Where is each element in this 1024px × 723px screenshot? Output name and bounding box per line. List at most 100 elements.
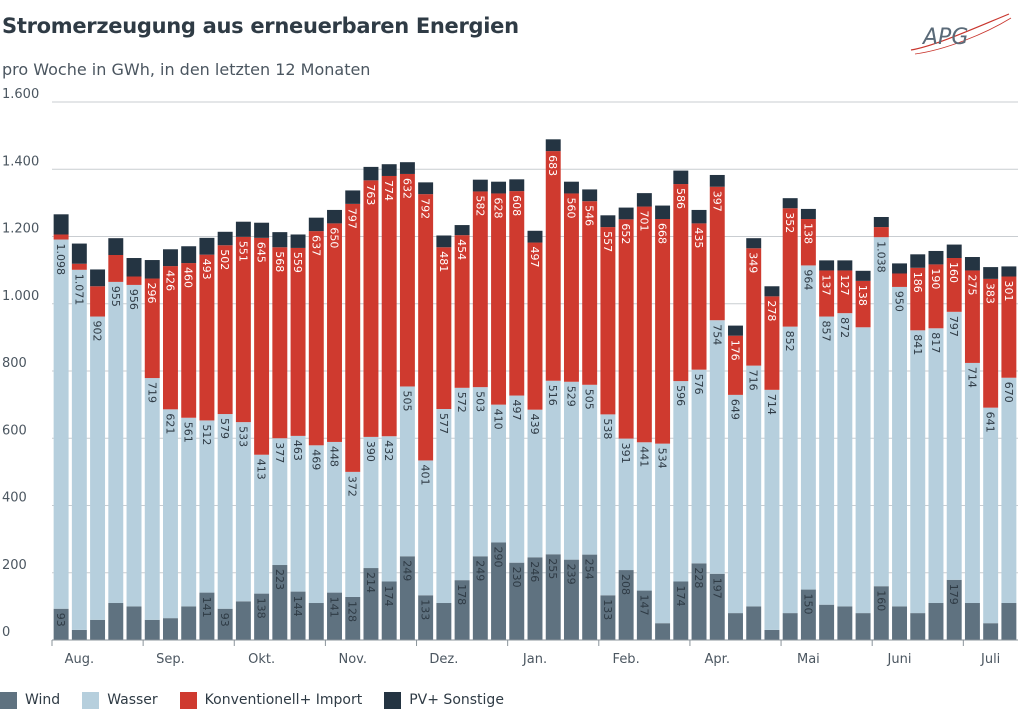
bar-segment-pv-sonstige bbox=[418, 182, 434, 195]
bar-segment-pv-sonstige bbox=[527, 230, 543, 243]
bar-segment-konventionell-import bbox=[199, 254, 215, 421]
bar-segment-wasser bbox=[728, 394, 743, 614]
bar-data-label: 93 bbox=[54, 613, 67, 627]
bar-data-label: 278 bbox=[765, 300, 778, 321]
x-tick-label: Juli bbox=[980, 652, 1000, 667]
legend-swatch-konventionell bbox=[179, 691, 197, 709]
bar-segment-wasser bbox=[563, 381, 579, 560]
bar-segment-pv-sonstige bbox=[764, 286, 780, 297]
bar-segment-wind bbox=[71, 629, 87, 640]
bar-segment-konventionell-import bbox=[53, 234, 69, 240]
bar-segment-konventionell-import bbox=[509, 191, 525, 396]
bar-segment-konventionell-import bbox=[327, 223, 342, 442]
legend-item-konventionell: Konventionell+ Import bbox=[179, 691, 362, 709]
bar-segment-wind bbox=[199, 592, 215, 640]
bar-segment-konventionell-import bbox=[162, 266, 178, 410]
bar-data-label: 296 bbox=[145, 283, 158, 304]
chart-subtitle: pro Woche in GWh, in den letzten 12 Mona… bbox=[2, 60, 371, 79]
bar-segment-pv-sonstige bbox=[910, 254, 926, 268]
bar-data-label: 497 bbox=[510, 400, 523, 421]
bar-segment-wind bbox=[563, 559, 579, 640]
bar-segment-wasser bbox=[436, 408, 452, 604]
bar-segment-konventionell-import bbox=[363, 180, 379, 437]
bar-segment-wind bbox=[491, 542, 507, 640]
bar-data-label: 572 bbox=[455, 392, 468, 413]
bar-data-label: 568 bbox=[273, 251, 286, 272]
bar-data-label: 763 bbox=[364, 184, 377, 205]
bar-segment-wind bbox=[399, 556, 415, 640]
bar-segment-pv-sonstige bbox=[673, 170, 689, 185]
bar-segment-konventionell-import bbox=[399, 173, 415, 387]
bar-data-label: 383 bbox=[984, 283, 997, 304]
bar-segment-wind bbox=[290, 591, 306, 640]
y-tick-label: 1.600 bbox=[2, 87, 39, 102]
bar-data-label: 608 bbox=[510, 195, 523, 216]
bar-segment-konventionell-import bbox=[728, 335, 743, 395]
bar-data-label: 668 bbox=[656, 223, 669, 244]
bar-segment-pv-sonstige bbox=[709, 174, 725, 187]
bar-segment-pv-sonstige bbox=[345, 190, 361, 204]
bar-data-label: 1.038 bbox=[874, 241, 887, 272]
bar-data-label: 797 bbox=[947, 316, 960, 337]
bar-data-label: 645 bbox=[255, 242, 268, 263]
x-tick-label: Jan. bbox=[522, 652, 547, 667]
bar-data-label: 872 bbox=[838, 317, 851, 338]
bar-segment-pv-sonstige bbox=[837, 260, 853, 271]
x-tick-label: Sep. bbox=[156, 652, 185, 667]
bar-segment-pv-sonstige bbox=[108, 238, 124, 255]
bar-segment-konventionell-import bbox=[491, 193, 507, 405]
bar-segment-wasser bbox=[782, 326, 798, 614]
bar-segment-konventionell-import bbox=[983, 278, 999, 408]
bar-data-label: 290 bbox=[492, 546, 505, 567]
bar-segment-pv-sonstige bbox=[53, 214, 69, 235]
bar-data-label: 93 bbox=[218, 613, 231, 627]
bar-segment-pv-sonstige bbox=[454, 225, 470, 236]
bar-data-label: 301 bbox=[1002, 281, 1015, 302]
bar-segment-konventionell-import bbox=[71, 263, 87, 270]
bar-segment-konventionell-import bbox=[764, 296, 780, 390]
bar-segment-wind bbox=[746, 606, 762, 640]
bar-data-label: 391 bbox=[619, 443, 632, 464]
bar-segment-wind bbox=[436, 603, 452, 640]
bar-data-label: 628 bbox=[492, 197, 505, 218]
bar-data-label: 150 bbox=[801, 594, 814, 615]
bar-segment-konventionell-import bbox=[527, 242, 543, 410]
bar-segment-pv-sonstige bbox=[928, 250, 944, 265]
bar-segment-konventionell-import bbox=[928, 264, 944, 329]
bar-data-label: 128 bbox=[346, 601, 359, 622]
bar-data-label: 559 bbox=[291, 252, 304, 273]
bar-data-label: 714 bbox=[965, 367, 978, 388]
bar-segment-wasser bbox=[892, 286, 908, 607]
bar-segment-wind bbox=[345, 596, 361, 640]
bar-data-label: 538 bbox=[601, 418, 614, 439]
x-tick-label: Apr. bbox=[705, 652, 730, 667]
bar-data-label: 228 bbox=[692, 567, 705, 588]
bar-data-label: 503 bbox=[473, 391, 486, 412]
bar-segment-wasser bbox=[399, 386, 415, 557]
bar-data-label: 632 bbox=[400, 178, 413, 199]
bar-segment-konventionell-import bbox=[800, 219, 816, 266]
bar-segment-konventionell-import bbox=[910, 267, 926, 331]
legend-swatch-pv bbox=[384, 691, 402, 709]
bar-segment-pv-sonstige bbox=[126, 258, 142, 277]
bar-segment-konventionell-import bbox=[217, 245, 233, 415]
bar-data-label: 160 bbox=[947, 262, 960, 283]
bar-segment-wasser bbox=[217, 414, 233, 609]
legend-item-wind: Wind bbox=[0, 691, 60, 709]
bar-data-label: 176 bbox=[728, 340, 741, 361]
bar-data-label: 652 bbox=[619, 223, 632, 244]
bar-data-label: 719 bbox=[145, 382, 158, 403]
bar-segment-wind bbox=[272, 565, 288, 640]
bar-segment-wind bbox=[800, 589, 816, 640]
bar-segment-wasser bbox=[90, 316, 106, 620]
bar-data-label: 413 bbox=[255, 459, 268, 480]
bar-data-label: 137 bbox=[820, 274, 833, 295]
bar-segment-wind bbox=[655, 623, 671, 640]
bar-data-label: 463 bbox=[291, 440, 304, 461]
bar-segment-pv-sonstige bbox=[472, 179, 488, 192]
bar-data-label: 426 bbox=[163, 270, 176, 291]
bar-data-label: 841 bbox=[911, 334, 924, 355]
bar-data-label: 529 bbox=[564, 386, 577, 407]
bar-segment-konventionell-import bbox=[837, 270, 853, 314]
bar-segment-wasser bbox=[454, 387, 470, 581]
